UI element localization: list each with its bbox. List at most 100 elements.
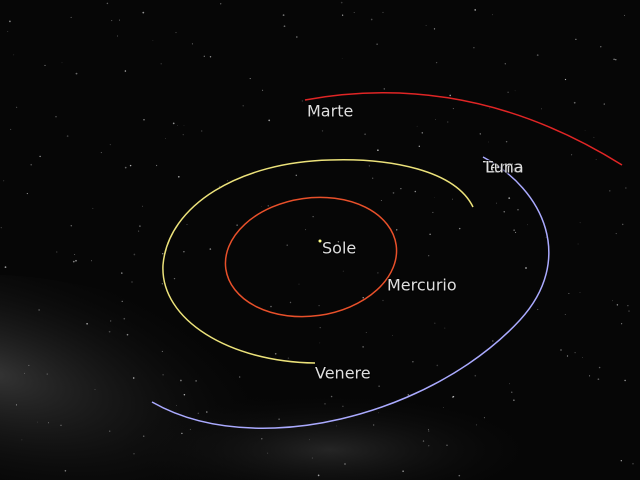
star <box>492 340 494 342</box>
star <box>368 165 370 167</box>
star <box>131 281 133 283</box>
star <box>407 394 410 396</box>
star <box>106 2 109 5</box>
star <box>242 105 244 107</box>
star <box>402 470 404 472</box>
star <box>312 216 314 218</box>
star <box>447 121 449 123</box>
star <box>267 205 270 207</box>
label-terra[interactable]: Terra <box>481 157 524 178</box>
star <box>123 317 126 320</box>
label-mercurio[interactable]: Mercurio <box>386 275 458 296</box>
star <box>620 460 622 462</box>
star <box>28 364 30 366</box>
label-marte[interactable]: Marte <box>306 101 354 122</box>
star <box>143 119 145 121</box>
star <box>342 270 344 272</box>
star <box>86 322 88 325</box>
star <box>473 47 475 49</box>
star <box>442 406 444 408</box>
star <box>344 463 346 465</box>
star <box>513 399 515 401</box>
star <box>203 55 205 57</box>
star <box>129 164 132 167</box>
star <box>627 305 629 307</box>
star <box>270 305 272 308</box>
star <box>479 133 481 135</box>
star <box>236 224 238 226</box>
star <box>133 453 135 455</box>
star <box>496 202 497 204</box>
star <box>612 300 613 302</box>
star <box>421 132 424 134</box>
star <box>507 170 509 172</box>
star <box>110 320 112 322</box>
star <box>341 57 343 59</box>
star <box>162 374 164 376</box>
star <box>94 389 96 391</box>
star <box>126 333 129 336</box>
star <box>623 14 626 16</box>
star <box>15 404 18 406</box>
orbit-mercurio <box>224 196 398 318</box>
star <box>514 90 516 92</box>
star <box>449 94 452 97</box>
star <box>511 391 513 393</box>
star <box>37 421 38 423</box>
star <box>66 135 69 137</box>
star <box>0 227 2 229</box>
star <box>262 89 264 91</box>
star <box>621 323 623 325</box>
label-sole[interactable]: Sole <box>321 238 357 259</box>
star <box>289 301 292 304</box>
star <box>75 72 78 75</box>
star <box>383 88 385 90</box>
star <box>598 366 601 369</box>
star <box>172 122 175 125</box>
star <box>161 283 164 285</box>
orbit-terra <box>151 156 550 429</box>
star <box>615 59 617 61</box>
star <box>282 14 285 16</box>
star <box>545 236 547 238</box>
star <box>121 300 123 303</box>
star <box>428 445 430 447</box>
label-venere[interactable]: Venere <box>314 363 372 384</box>
star <box>575 38 577 40</box>
star <box>458 227 461 230</box>
star <box>428 430 430 432</box>
star <box>209 56 212 58</box>
star <box>341 14 344 16</box>
star <box>435 118 437 120</box>
star <box>597 378 600 381</box>
star <box>319 342 321 344</box>
star <box>392 335 393 337</box>
star <box>298 283 300 285</box>
star <box>378 385 380 387</box>
star <box>370 18 373 21</box>
orbit-marte <box>304 92 623 166</box>
star <box>72 260 75 263</box>
star <box>156 164 158 167</box>
star <box>584 130 586 131</box>
star <box>283 25 286 28</box>
star <box>376 43 378 45</box>
star <box>503 211 505 213</box>
star <box>452 198 453 200</box>
star <box>116 35 118 37</box>
star <box>422 440 425 442</box>
star <box>70 16 72 18</box>
star <box>165 138 166 139</box>
star <box>507 91 509 93</box>
star <box>337 241 340 243</box>
star <box>124 70 127 72</box>
label-luna[interactable]: Luna <box>484 157 525 178</box>
star <box>109 144 111 146</box>
star <box>474 374 477 377</box>
star <box>392 192 395 194</box>
star <box>142 11 145 14</box>
star <box>13 54 15 56</box>
star <box>121 272 123 274</box>
star <box>414 190 417 193</box>
